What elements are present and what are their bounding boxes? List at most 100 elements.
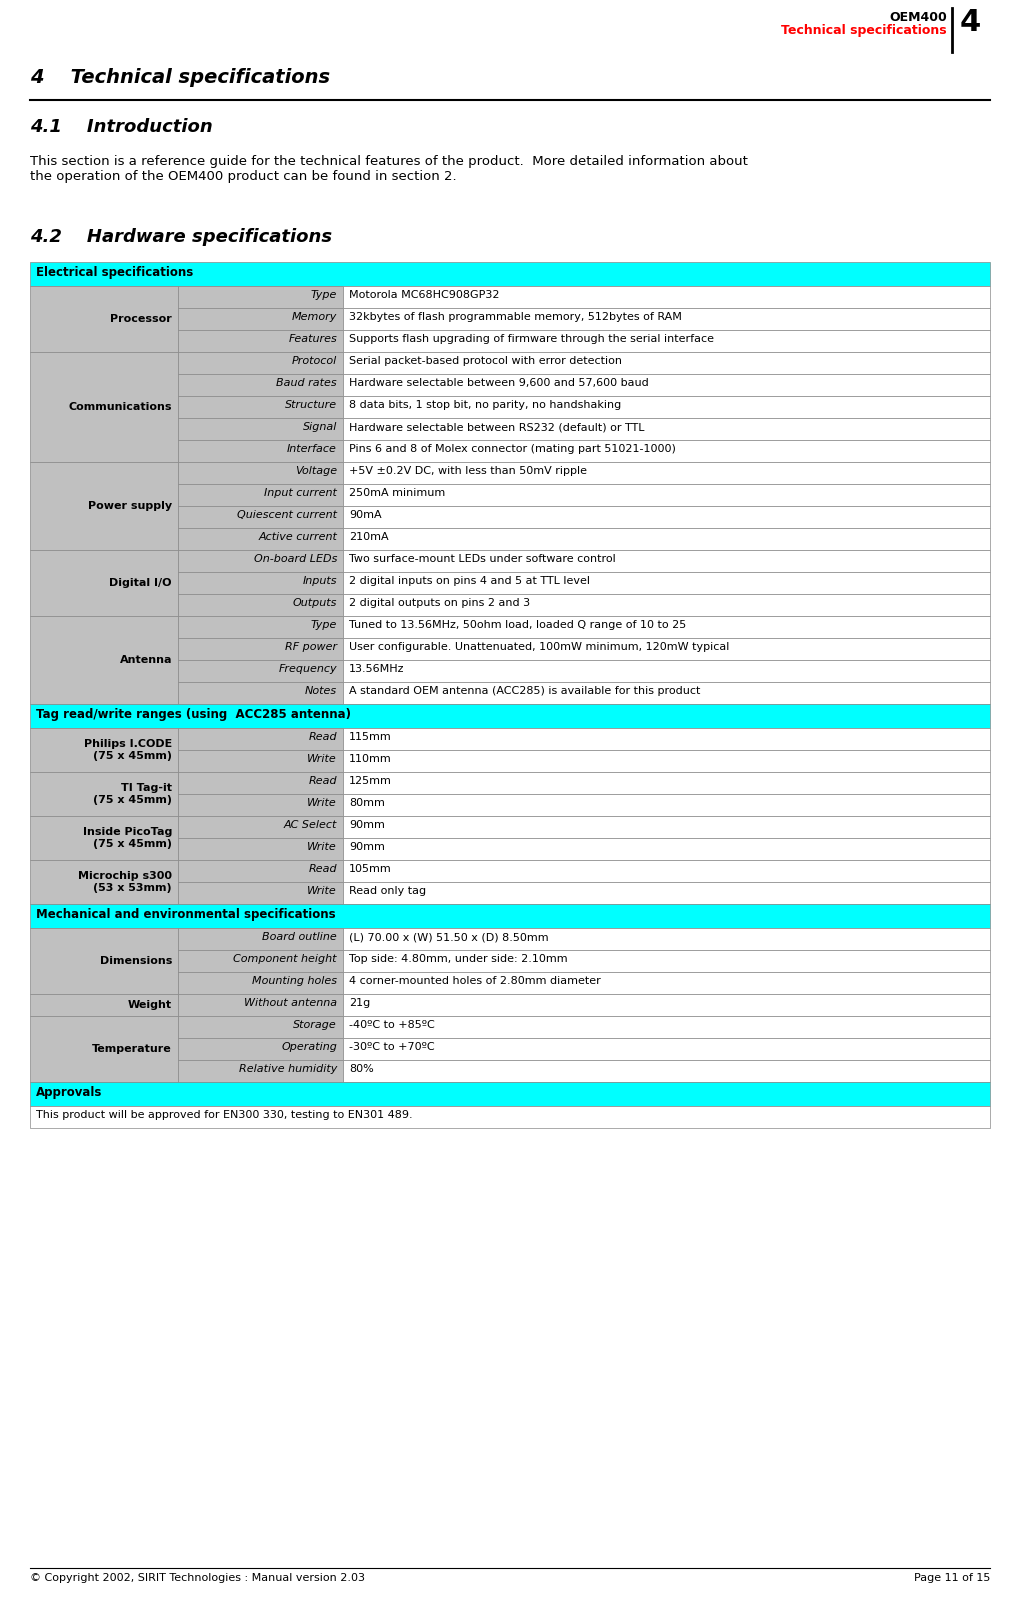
Bar: [178, 860, 343, 882]
Text: 110mm: 110mm: [348, 753, 391, 765]
Bar: [178, 528, 343, 551]
Text: Two surface-mount LEDs under software control: Two surface-mount LEDs under software co…: [348, 554, 615, 563]
Text: Processor: Processor: [110, 314, 172, 324]
Text: RF power: RF power: [285, 642, 337, 652]
Text: Input current: Input current: [264, 488, 337, 497]
Text: -40ºC to +85ºC: -40ºC to +85ºC: [348, 1021, 435, 1030]
Text: Read: Read: [309, 865, 337, 874]
Bar: [178, 638, 343, 660]
Bar: [343, 750, 990, 773]
Bar: [30, 551, 178, 617]
Text: Read: Read: [309, 776, 337, 786]
Bar: [30, 927, 178, 993]
Text: Quiescent current: Quiescent current: [237, 510, 337, 520]
Text: Antenna: Antenna: [119, 655, 172, 665]
Text: 250mA minimum: 250mA minimum: [348, 488, 445, 497]
Bar: [30, 903, 990, 927]
Bar: [178, 1016, 343, 1038]
Bar: [30, 728, 178, 773]
Bar: [178, 572, 343, 594]
Bar: [178, 972, 343, 993]
Bar: [30, 617, 178, 704]
Bar: [178, 462, 343, 485]
Text: Mechanical and environmental specifications: Mechanical and environmental specificati…: [36, 908, 335, 921]
Text: Interface: Interface: [287, 444, 337, 454]
Bar: [178, 837, 343, 860]
Bar: [343, 882, 990, 903]
Text: 4 corner-mounted holes of 2.80mm diameter: 4 corner-mounted holes of 2.80mm diamete…: [348, 976, 601, 985]
Bar: [343, 837, 990, 860]
Bar: [178, 927, 343, 950]
Text: Approvals: Approvals: [36, 1087, 102, 1100]
Bar: [343, 308, 990, 330]
Text: 4    Technical specifications: 4 Technical specifications: [30, 68, 330, 87]
Bar: [343, 660, 990, 683]
Text: 125mm: 125mm: [348, 776, 392, 786]
Text: © Copyright 2002, SIRIT Technologies : Manual version 2.03: © Copyright 2002, SIRIT Technologies : M…: [30, 1573, 365, 1583]
Bar: [178, 993, 343, 1016]
Text: AC Select: AC Select: [283, 819, 337, 831]
Text: Microchip s300
(53 x 53mm): Microchip s300 (53 x 53mm): [78, 871, 172, 894]
Bar: [343, 1038, 990, 1059]
Bar: [343, 462, 990, 485]
Bar: [30, 860, 178, 903]
Text: 4.2    Hardware specifications: 4.2 Hardware specifications: [30, 229, 332, 246]
Bar: [30, 1082, 990, 1106]
Text: 2 digital inputs on pins 4 and 5 at TTL level: 2 digital inputs on pins 4 and 5 at TTL …: [348, 576, 590, 586]
Bar: [178, 330, 343, 353]
Text: Serial packet-based protocol with error detection: Serial packet-based protocol with error …: [348, 356, 622, 365]
Text: Frequency: Frequency: [278, 663, 337, 675]
Bar: [178, 353, 343, 374]
Bar: [30, 462, 178, 551]
Bar: [343, 816, 990, 837]
Bar: [178, 816, 343, 837]
Bar: [343, 1059, 990, 1082]
Bar: [178, 506, 343, 528]
Text: Component height: Component height: [233, 955, 337, 964]
Text: 90mm: 90mm: [348, 819, 385, 831]
Text: On-board LEDs: On-board LEDs: [254, 554, 337, 563]
Bar: [178, 950, 343, 972]
Text: Memory: Memory: [291, 312, 337, 322]
Bar: [343, 374, 990, 396]
Text: Page 11 of 15: Page 11 of 15: [914, 1573, 990, 1583]
Text: Inputs: Inputs: [303, 576, 337, 586]
Text: Power supply: Power supply: [88, 501, 172, 510]
Text: Write: Write: [308, 842, 337, 852]
Bar: [343, 683, 990, 704]
Text: Write: Write: [308, 799, 337, 808]
Bar: [343, 506, 990, 528]
Bar: [178, 308, 343, 330]
Text: Tag read/write ranges (using  ACC285 antenna): Tag read/write ranges (using ACC285 ante…: [36, 708, 351, 721]
Text: This product will be approved for EN300 330, testing to EN301 489.: This product will be approved for EN300 …: [36, 1109, 413, 1121]
Bar: [343, 440, 990, 462]
Text: Hardware selectable between RS232 (default) or TTL: Hardware selectable between RS232 (defau…: [348, 422, 644, 431]
Bar: [30, 816, 178, 860]
Text: 90mA: 90mA: [348, 510, 382, 520]
Text: 4: 4: [960, 8, 981, 37]
Text: Technical specifications: Technical specifications: [782, 24, 947, 37]
Text: Baud rates: Baud rates: [276, 378, 337, 388]
Text: This section is a reference guide for the technical features of the product.  Mo: This section is a reference guide for th…: [30, 155, 748, 184]
Text: 80%: 80%: [348, 1064, 374, 1074]
Text: Operating: Operating: [281, 1042, 337, 1051]
Text: Electrical specifications: Electrical specifications: [36, 266, 194, 279]
Text: 2 digital outputs on pins 2 and 3: 2 digital outputs on pins 2 and 3: [348, 597, 530, 609]
Bar: [178, 1038, 343, 1059]
Bar: [30, 1106, 990, 1129]
Text: 90mm: 90mm: [348, 842, 385, 852]
Text: Hardware selectable between 9,600 and 57,600 baud: Hardware selectable between 9,600 and 57…: [348, 378, 649, 388]
Text: 210mA: 210mA: [348, 531, 388, 543]
Text: Motorola MC68HC908GP32: Motorola MC68HC908GP32: [348, 290, 499, 299]
Bar: [178, 419, 343, 440]
Bar: [178, 396, 343, 419]
Text: 115mm: 115mm: [348, 733, 391, 742]
Text: Supports flash upgrading of firmware through the serial interface: Supports flash upgrading of firmware thr…: [348, 333, 714, 345]
Bar: [178, 794, 343, 816]
Bar: [343, 794, 990, 816]
Bar: [178, 287, 343, 308]
Text: Structure: Structure: [285, 399, 337, 411]
Text: A standard OEM antenna (ACC285) is available for this product: A standard OEM antenna (ACC285) is avail…: [348, 686, 700, 696]
Bar: [178, 683, 343, 704]
Text: Weight: Weight: [127, 1000, 172, 1009]
